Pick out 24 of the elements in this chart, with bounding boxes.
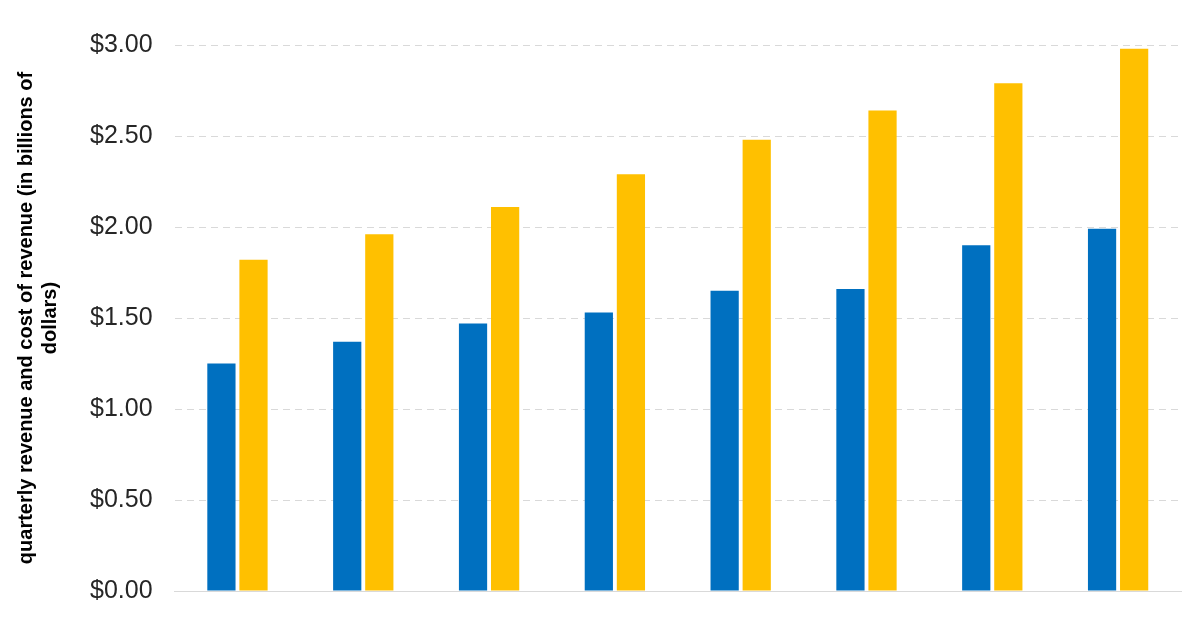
bar: [365, 234, 394, 591]
bar: [491, 206, 520, 591]
bar: [584, 312, 613, 591]
y-axis-title: quarterly revenue and cost of revenue (in billions of dollars): [13, 71, 60, 565]
bar: [710, 290, 739, 591]
bar: [239, 259, 268, 591]
bar: [868, 110, 897, 591]
bar: [1120, 48, 1149, 591]
y-tick-label: $2.50: [90, 119, 153, 148]
bar: [962, 245, 991, 591]
y-tick-label: $2.00: [90, 210, 153, 239]
bar: [742, 139, 771, 591]
y-tick-label: $1.00: [90, 392, 153, 421]
y-tick-label: $1.50: [90, 301, 153, 330]
bar: [1087, 228, 1117, 591]
y-tick-label: $0.50: [90, 483, 153, 512]
y-tick-label: $3.00: [90, 28, 153, 57]
bar: [616, 174, 646, 591]
y-tick-label: $0.00: [90, 574, 153, 603]
bar: [458, 323, 488, 591]
bar: [836, 288, 865, 591]
bar: [333, 341, 362, 591]
bar: [994, 83, 1023, 591]
bar: [207, 363, 236, 591]
